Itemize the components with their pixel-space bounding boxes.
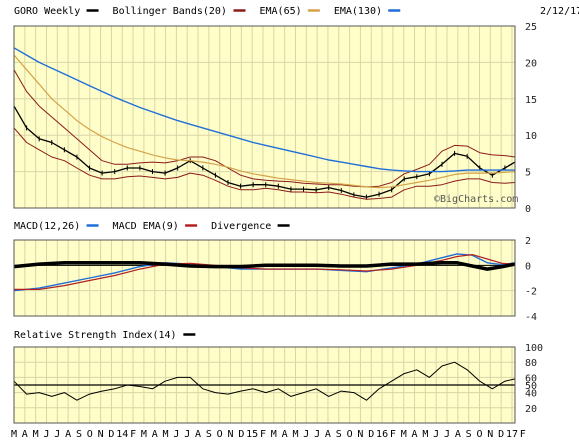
rsi-tick-label: 50 (525, 381, 537, 392)
macd-series-divergence (13, 261, 516, 271)
rsi-series-rsi (13, 361, 516, 401)
x-axis-label: F (520, 429, 526, 440)
rsi-panel-frame (13, 346, 516, 424)
x-axis-label: S (466, 429, 472, 440)
x-axis-label: A (282, 429, 288, 440)
x-axis-label: 15 (246, 429, 258, 440)
x-axis-label: F (130, 429, 136, 440)
x-axis-label: S (336, 429, 342, 440)
price-legend-label: EMA(65) (260, 6, 302, 17)
x-axis-label: J (43, 429, 49, 440)
x-axis-label: F (390, 429, 396, 440)
x-axis-label: O (347, 429, 353, 440)
x-axis-label: M (163, 429, 169, 440)
x-axis-label: M (422, 429, 428, 440)
rsi-tick-label: 80 (525, 358, 537, 369)
x-axis-label: N (487, 429, 493, 440)
x-axis-label: D (238, 429, 244, 440)
price-series-bollinger_upper (13, 69, 516, 188)
macd-tick-label: 0 (525, 261, 531, 272)
x-axis-label: J (444, 429, 450, 440)
price-series-bollinger_lower (13, 127, 516, 200)
macd-panel-bg (14, 240, 515, 316)
x-axis-label: J (54, 429, 60, 440)
x-axis-label: A (325, 429, 331, 440)
macd-panel-frame (13, 239, 516, 317)
x-axis-label: N (227, 429, 233, 440)
rsi-tick-label: 40 (525, 389, 537, 400)
x-axis-label: D (368, 429, 374, 440)
price-tick-label: 5 (525, 168, 531, 179)
x-axis-label: A (195, 429, 201, 440)
rsi-tick-label: 100 (525, 343, 543, 354)
x-axis-label: A (455, 429, 461, 440)
x-axis-label: F (260, 429, 266, 440)
x-axis-label: M (33, 429, 39, 440)
x-axis-label: O (476, 429, 482, 440)
x-axis-label: J (433, 429, 439, 440)
x-axis-label: S (76, 429, 82, 440)
chart-date: 2/12/17 (540, 6, 579, 17)
x-axis-label: M (271, 429, 277, 440)
x-axis-label: 17 (506, 429, 518, 440)
x-axis-label: D (108, 429, 114, 440)
watermark: ©BigCharts.com (434, 194, 518, 205)
rsi-tick-label: 20 (525, 404, 537, 415)
x-axis-label: O (87, 429, 93, 440)
x-axis-label: M (11, 429, 17, 440)
macd-legend-label: Divergence (211, 221, 271, 232)
x-axis-label: S (206, 429, 212, 440)
x-axis-label: J (314, 429, 320, 440)
macd-series-macd_ema (14, 254, 516, 290)
x-axis-label: A (65, 429, 71, 440)
x-axis-label: O (217, 429, 223, 440)
x-axis-label: J (303, 429, 309, 440)
price-legend-label: GORO Weekly (14, 6, 80, 17)
macd-tick-label: 2 (525, 236, 531, 247)
price-tick-label: 25 (525, 22, 537, 33)
macd-tick-label: -2 (525, 287, 537, 298)
price-tick-label: 20 (525, 58, 537, 69)
x-axis-label: A (22, 429, 28, 440)
rsi-tick-label: 60 (525, 373, 537, 384)
x-axis-label: 16 (376, 429, 388, 440)
macd-legend-label: MACD(12,26) (14, 221, 80, 232)
price-tick-label: 15 (525, 95, 537, 106)
x-axis-label: 14 (116, 429, 128, 440)
price-series-ema65 (13, 54, 516, 189)
macd-legend-label: MACD EMA(9) (113, 221, 179, 232)
x-axis-label: J (173, 429, 179, 440)
price-panel-bg (14, 26, 515, 208)
x-axis-label: N (98, 429, 104, 440)
price-panel-frame (13, 25, 516, 209)
price-legend-label: Bollinger Bands(20) (113, 6, 227, 17)
x-axis-label: A (412, 429, 418, 440)
x-axis-label: A (152, 429, 158, 440)
rsi-legend-label: Relative Strength Index(14) (14, 330, 177, 341)
price-series-ema130 (13, 47, 515, 173)
price-legend-label: EMA(130) (334, 6, 382, 17)
x-axis-label: M (292, 429, 298, 440)
price-tick-label: 10 (525, 131, 537, 142)
x-axis-label: D (498, 429, 504, 440)
x-axis-label: M (141, 429, 147, 440)
macd-tick-label: -4 (525, 312, 537, 323)
x-axis-label: M (401, 429, 407, 440)
x-axis-label: N (357, 429, 363, 440)
x-axis-label: J (184, 429, 190, 440)
price-tick-label: 0 (525, 204, 531, 215)
